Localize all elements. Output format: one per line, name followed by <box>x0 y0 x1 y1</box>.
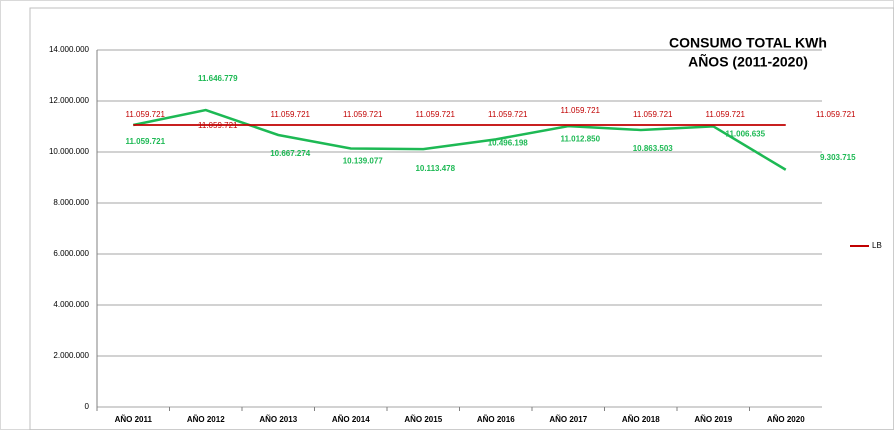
x-tick-label: AÑO 2011 <box>115 415 153 424</box>
y-tick-label: 2.000.000 <box>53 351 89 360</box>
x-tick-label: AÑO 2013 <box>259 415 297 424</box>
data-label: 11.059.721 <box>488 110 528 119</box>
chart-subtitle: AÑOS (2011-2020) <box>688 53 808 70</box>
x-tick-label: AÑO 2017 <box>549 415 587 424</box>
x-tick-label: AÑO 2012 <box>187 415 225 424</box>
data-label: 11.059.721 <box>271 110 311 119</box>
data-label: 10.113.478 <box>415 164 455 173</box>
data-label: 11.059.721 <box>633 110 673 119</box>
y-tick-label: 6.000.000 <box>53 249 89 258</box>
data-label: 11.059.721 <box>126 110 166 119</box>
data-label: 11.059.721 <box>416 110 456 119</box>
y-tick-label: 14.000.000 <box>49 45 90 54</box>
data-label: 9.303.715 <box>820 153 856 162</box>
x-tick-label: AÑO 2019 <box>694 415 732 424</box>
chart-frame <box>29 7 894 430</box>
data-label: 11.059.721 <box>125 137 165 146</box>
data-label: 10.496.198 <box>488 138 529 147</box>
data-label: 10.667.274 <box>270 149 311 158</box>
chart-title: CONSUMO TOTAL KWh <box>669 35 827 51</box>
data-label: 11.059.721 <box>198 121 238 130</box>
x-tick-label: AÑO 2014 <box>332 415 370 424</box>
data-label: 11.646.779 <box>198 74 238 83</box>
legend-label: LB <box>872 241 882 250</box>
x-tick-label: AÑO 2015 <box>404 415 442 424</box>
y-tick-label: 10.000.000 <box>49 147 90 156</box>
y-tick-label: 8.000.000 <box>53 198 89 207</box>
data-label: 11.012.850 <box>560 134 600 143</box>
data-label: 10.863.503 <box>633 144 674 153</box>
y-tick-label: 12.000.000 <box>49 96 90 105</box>
data-label: 11.059.721 <box>343 110 383 119</box>
data-label: 11.059.721 <box>561 106 601 115</box>
y-tick-label: 4.000.000 <box>53 300 89 309</box>
series-line <box>132 108 787 171</box>
data-label: 11.059.721 <box>706 110 746 119</box>
y-tick-label: 0 <box>85 402 90 411</box>
x-tick-label: AÑO 2016 <box>477 415 515 424</box>
data-label: 11.006.635 <box>725 129 765 138</box>
data-label: 11.059.721 <box>816 110 856 119</box>
x-tick-label: AÑO 2018 <box>622 415 660 424</box>
data-label: 10.139.077 <box>343 157 384 166</box>
x-tick-label: AÑO 2020 <box>767 415 805 424</box>
